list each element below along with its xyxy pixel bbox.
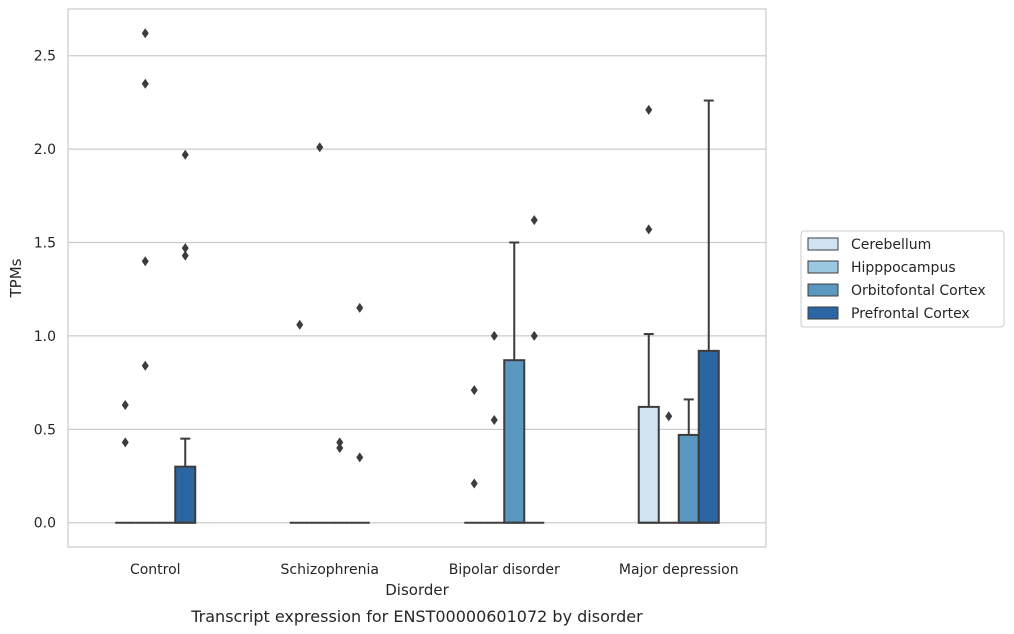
legend-swatch (807, 306, 839, 320)
outlier-marker (121, 400, 129, 411)
x-tick-label: Bipolar disorder (449, 562, 560, 578)
outlier-marker (181, 149, 189, 160)
outlier-marker (296, 319, 304, 330)
outlier-marker (356, 302, 364, 313)
box (637, 405, 660, 524)
box (677, 433, 700, 524)
x-tick-label: Schizophrenia (281, 562, 379, 578)
outlier-marker (645, 104, 653, 115)
y-tick-label: 2.5 (34, 49, 56, 65)
y-axis-label: TPMs (7, 258, 25, 298)
outlier-marker (356, 452, 364, 463)
outlier-marker (336, 437, 344, 448)
y-tick-label: 2.0 (34, 142, 56, 158)
outlier-marker (141, 28, 149, 39)
outlier-points (121, 28, 673, 489)
outlier-marker (645, 224, 653, 235)
plot-frame (67, 8, 767, 548)
outlier-marker (141, 360, 149, 371)
x-axis-label: Disorder (385, 581, 449, 599)
outlier-marker (141, 78, 149, 89)
outlier-marker (181, 243, 189, 254)
x-axis-ticks: Control Schizophrenia Bipolar disorder Majo… (130, 562, 739, 578)
chart-caption: Transcript expression for ENST0000060107… (190, 607, 643, 626)
outlier-marker (470, 385, 478, 396)
outlier-marker (181, 250, 189, 261)
legend: Cerebellum Hipppocampus Orbitofontal Corte… (800, 230, 1005, 328)
outlier-marker (530, 330, 538, 341)
outlier-marker (490, 414, 498, 425)
y-axis-ticks: 0.0 0.5 1.0 1.5 2.0 2.5 (34, 49, 56, 532)
legend-label: Orbitofontal Cortex (851, 283, 986, 299)
legend-frame (800, 230, 1005, 328)
outlier-marker (665, 411, 673, 422)
legend-label: Hipppocampus (851, 260, 956, 276)
y-tick-label: 0.5 (34, 422, 56, 438)
legend-label: Cerebellum (851, 237, 931, 253)
legend-label: Prefrontal Cortex (851, 306, 970, 322)
outlier-marker (141, 256, 149, 267)
y-tick-label: 0.0 (34, 516, 56, 532)
box (697, 349, 720, 524)
x-tick-label: Major depression (619, 562, 739, 578)
y-tick-label: 1.5 (34, 236, 56, 252)
outlier-marker (490, 330, 498, 341)
box (503, 359, 526, 524)
outlier-marker (470, 478, 478, 489)
outlier-marker (336, 442, 344, 453)
box (174, 465, 197, 524)
outlier-marker (316, 142, 324, 153)
outlier-marker (121, 437, 129, 448)
legend-swatch (807, 283, 839, 297)
plot-background (68, 9, 766, 547)
box-series (115, 99, 720, 524)
outlier-marker (530, 215, 538, 226)
y-tick-label: 1.0 (34, 329, 56, 345)
legend-swatch (807, 260, 839, 274)
x-tick-label: Control (130, 562, 181, 578)
legend-swatch (807, 237, 839, 251)
